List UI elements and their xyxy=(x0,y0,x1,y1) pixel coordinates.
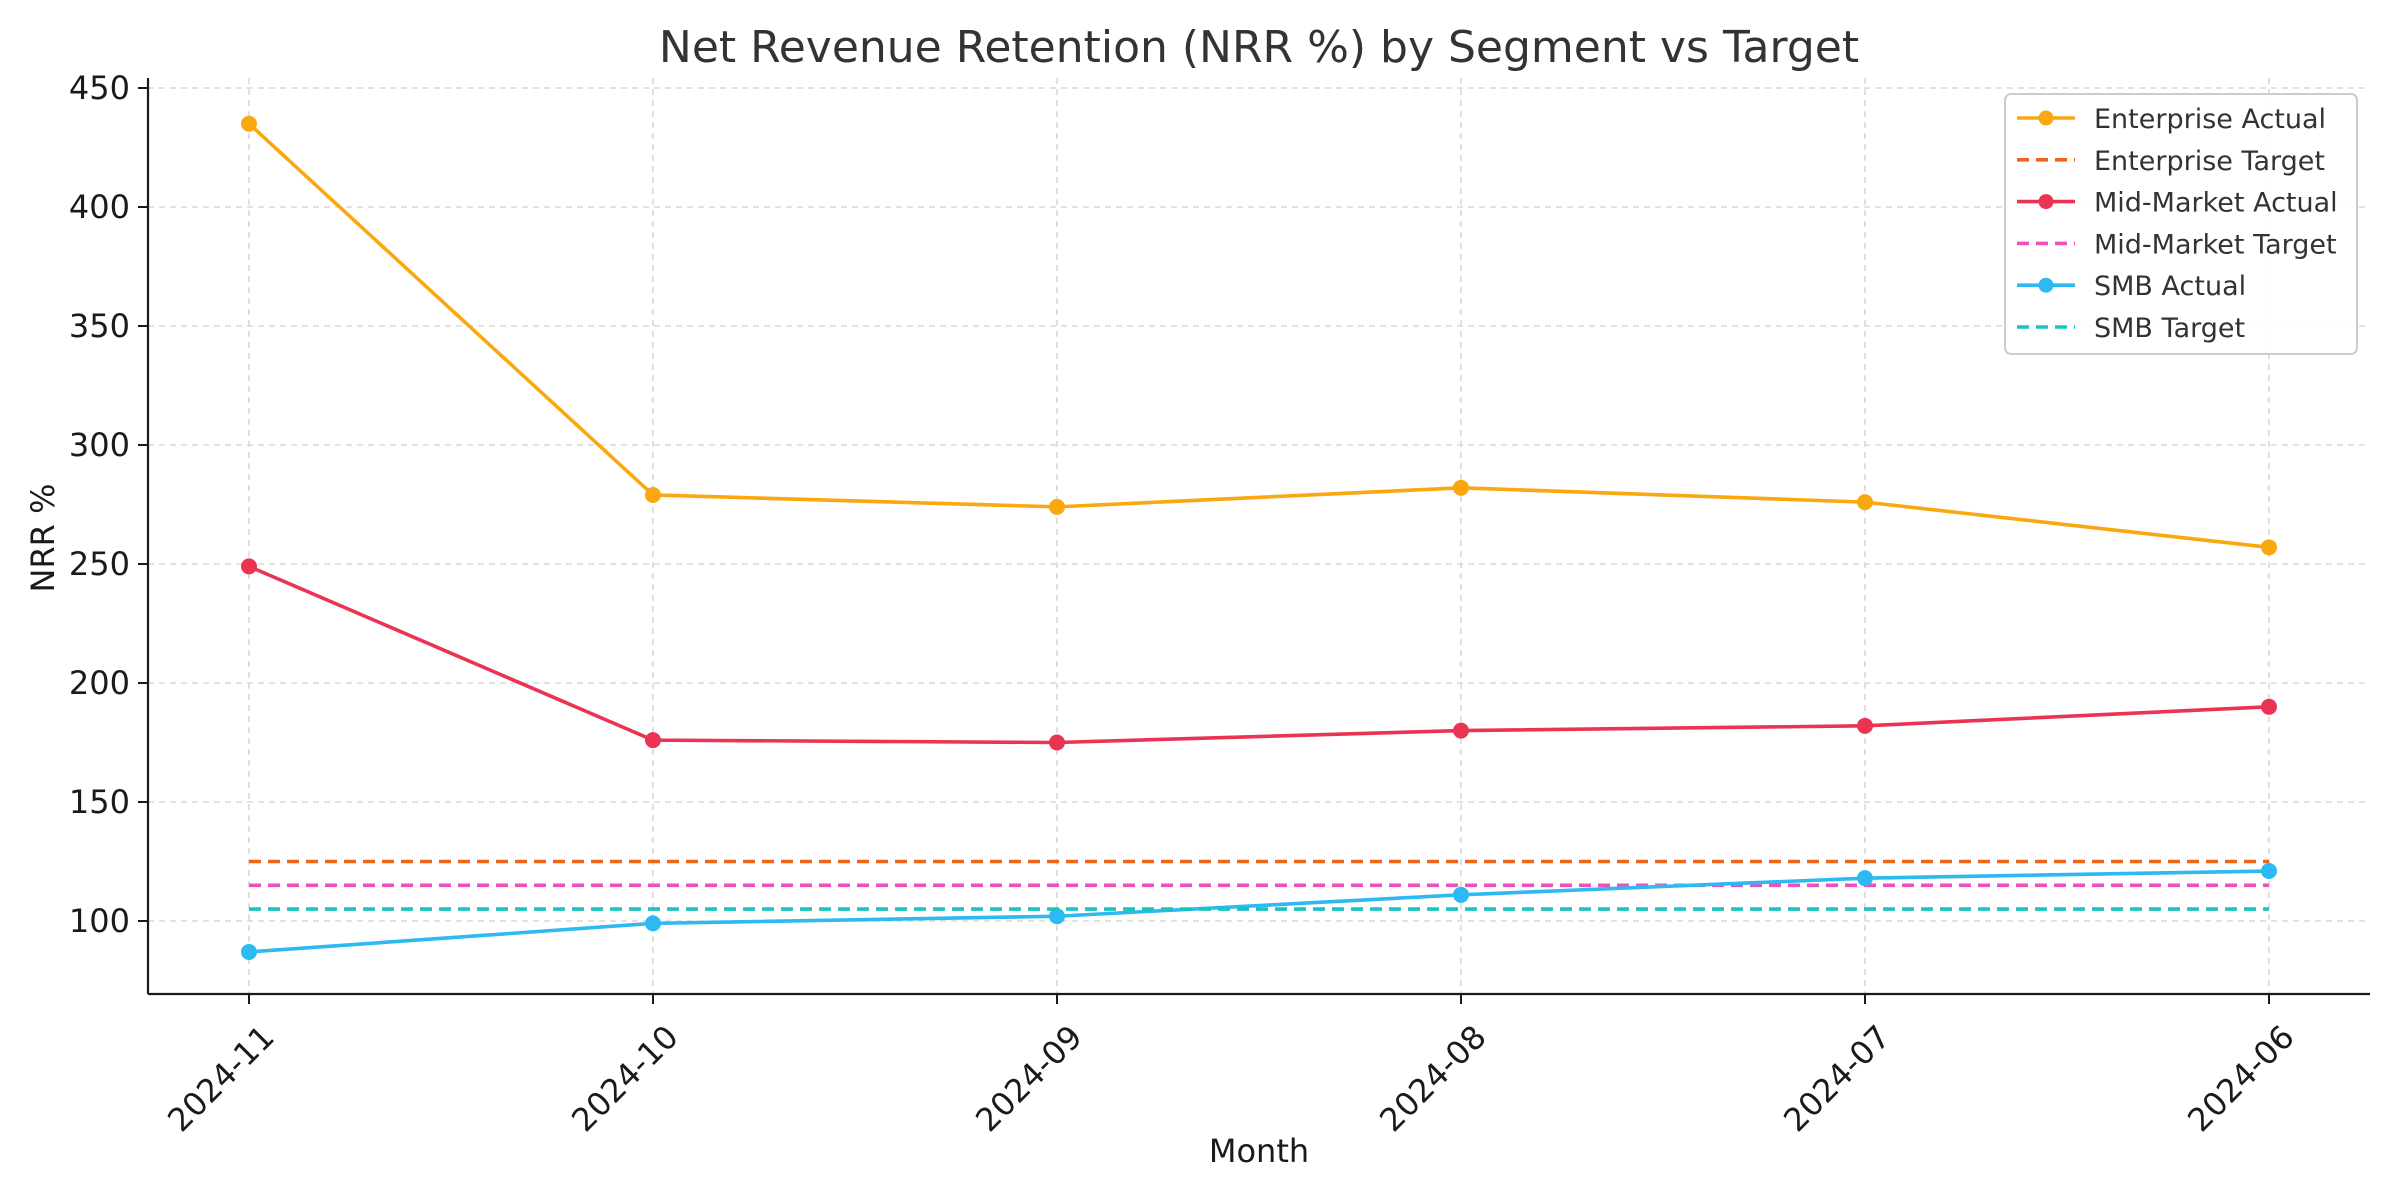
y-tick-label: 250 xyxy=(69,545,130,583)
data-point-0-0 xyxy=(241,115,257,132)
y-tick-label: 200 xyxy=(69,664,130,702)
legend-label-3: Mid-Market Target xyxy=(2094,229,2337,260)
y-tick-label: 400 xyxy=(69,188,130,226)
data-point-4-0 xyxy=(241,943,257,960)
data-point-4-2 xyxy=(1049,908,1065,925)
series-line-0 xyxy=(247,121,2271,550)
data-point-2-1 xyxy=(645,732,661,749)
y-tick-label: 350 xyxy=(69,307,130,345)
legend-marker-0 xyxy=(2038,110,2054,126)
legend-label-1: Enterprise Target xyxy=(2094,146,2325,177)
legend-label-2: Mid-Market Actual xyxy=(2094,188,2338,219)
series-line-4 xyxy=(247,869,2271,954)
data-point-4-5 xyxy=(2261,863,2277,880)
data-point-2-5 xyxy=(2261,698,2277,715)
data-point-0-2 xyxy=(1049,498,1065,515)
legend-label-5: SMB Target xyxy=(2094,313,2245,344)
legend: Enterprise Actual Enterprise Target Mid-Ma… xyxy=(2004,93,2358,355)
data-point-2-4 xyxy=(1857,717,1873,734)
y-tick-label: 450 xyxy=(69,69,130,107)
legend-label-4: SMB Actual xyxy=(2094,271,2246,302)
axes xyxy=(146,78,2370,996)
series-line-2 xyxy=(247,564,2271,745)
data-point-0-3 xyxy=(1453,479,1469,496)
y-tick-label: 300 xyxy=(69,426,130,464)
grid-lines xyxy=(148,78,2370,994)
y-tick-label: 100 xyxy=(69,902,130,940)
legend-label-0: Enterprise Actual xyxy=(2094,104,2326,135)
y-tick-label: 150 xyxy=(69,783,130,821)
y-axis-ticks: 100 150 200 250 300 350 400 450 xyxy=(69,69,148,940)
data-point-0-4 xyxy=(1857,494,1873,511)
chart-title: Net Revenue Retention (NRR %) by Segment… xyxy=(659,22,1859,73)
legend-box xyxy=(2004,93,2358,355)
data-point-0-5 xyxy=(2261,539,2277,556)
data-point-4-3 xyxy=(1453,886,1469,903)
legend-marker-2 xyxy=(2038,194,2054,210)
y-axis-label: NRR % xyxy=(24,484,62,593)
series-lines xyxy=(241,115,2277,960)
data-point-2-0 xyxy=(241,558,257,575)
data-point-4-1 xyxy=(645,915,661,932)
x-axis-label: Month xyxy=(1209,1132,1309,1170)
data-point-4-4 xyxy=(1857,870,1873,887)
data-point-0-1 xyxy=(645,486,661,503)
data-point-2-3 xyxy=(1453,722,1469,739)
legend-marker-4 xyxy=(2038,277,2054,293)
data-point-2-2 xyxy=(1049,734,1065,751)
